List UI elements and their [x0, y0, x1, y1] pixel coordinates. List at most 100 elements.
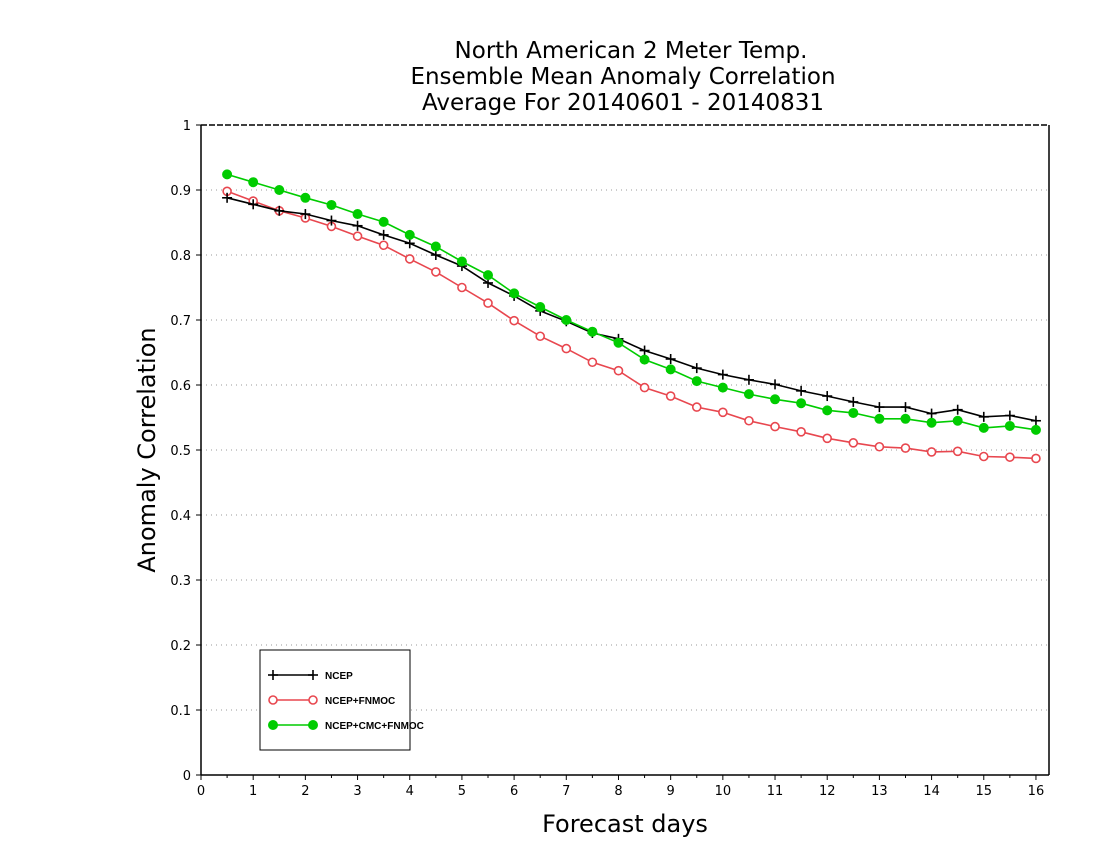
data-point: [691, 402, 702, 412]
data-point: [848, 396, 859, 407]
data-point: [770, 379, 781, 390]
data-point: [587, 357, 598, 368]
x-tick-label: 8: [614, 784, 622, 799]
y-tick-label: 1: [183, 119, 191, 134]
data-point: [1004, 420, 1015, 431]
data-point: [561, 343, 572, 354]
legend-marker: [268, 720, 278, 730]
data-point: [404, 238, 415, 249]
data-point: [874, 441, 885, 452]
x-tick-label: 13: [871, 784, 888, 799]
data-point: [770, 394, 781, 405]
series-line: [226, 197, 1037, 422]
data-point: [665, 391, 676, 401]
y-tick-label: 0.9: [170, 184, 191, 199]
data-point: [717, 369, 728, 380]
data-point: [430, 250, 441, 260]
data-point: [352, 220, 363, 231]
data-point: [248, 199, 259, 210]
legend-marker: [268, 670, 278, 680]
data-point: [613, 337, 624, 348]
data-point: [457, 282, 467, 293]
data-point: [796, 426, 806, 437]
x-tick-label: 11: [767, 784, 784, 799]
data-point: [535, 331, 546, 342]
y-tick-label: 0.3: [170, 574, 191, 589]
data-point: [1030, 415, 1041, 426]
x-tick-label: 12: [819, 784, 836, 799]
data-point: [848, 438, 859, 448]
data-point: [822, 433, 833, 444]
y-axis-label: Anomaly Correlation: [133, 327, 161, 572]
x-tick-label: 7: [562, 784, 570, 799]
data-point: [378, 216, 389, 227]
series-line: [226, 190, 1037, 460]
x-axis-label: Forecast days: [542, 810, 708, 838]
data-point: [822, 391, 833, 402]
legend-label: NCEP: [325, 671, 353, 682]
legend-marker: [268, 695, 278, 705]
y-tick-label: 0.5: [170, 444, 191, 459]
data-point: [274, 205, 285, 216]
data-point: [978, 422, 989, 433]
data-point: [952, 446, 963, 457]
data-point: [1030, 424, 1041, 435]
data-point: [900, 402, 911, 413]
legend-marker: [308, 695, 318, 705]
series-ncep-fnmoc: [222, 186, 1041, 464]
y-tick-label: 0.4: [170, 509, 191, 524]
data-point: [274, 185, 285, 195]
data-point: [900, 443, 911, 453]
data-point: [796, 398, 807, 409]
data-point: [718, 407, 728, 418]
data-point: [509, 315, 519, 326]
legend: NCEP NCEP+FNMOC NCEP+CMC+FNMOC: [259, 649, 424, 751]
data-point: [978, 411, 989, 422]
data-point: [952, 404, 963, 415]
data-point: [300, 192, 311, 203]
data-point: [430, 241, 441, 252]
data-point: [639, 345, 650, 356]
data-point: [743, 389, 754, 400]
data-point: [1004, 410, 1015, 421]
data-point: [926, 408, 937, 419]
x-tick-label: 6: [510, 784, 518, 799]
y-tick-label: 0.6: [170, 379, 191, 394]
y-tick-label: 0.7: [170, 314, 191, 329]
data-point: [874, 402, 885, 413]
data-point: [352, 209, 363, 220]
y-tick-label: 0.2: [170, 639, 191, 654]
y-tick-label: 0: [183, 769, 191, 784]
legend-marker: [308, 720, 318, 730]
data-point: [561, 315, 572, 325]
data-point: [717, 382, 728, 393]
data-point: [691, 376, 702, 387]
x-tick-label: 5: [458, 784, 466, 799]
x-tick-label: 10: [715, 784, 732, 799]
data-point: [404, 254, 415, 264]
data-point: [222, 192, 233, 203]
x-tick-label: 15: [975, 784, 992, 799]
data-point: [483, 270, 494, 281]
data-point: [874, 413, 885, 424]
data-point: [900, 413, 911, 424]
y-tick-label: 0.1: [170, 704, 191, 719]
title-line-2: Ensemble Mean Anomaly Correlation: [410, 64, 835, 90]
data-point: [639, 354, 650, 365]
data-point: [796, 385, 807, 396]
data-point: [378, 229, 389, 240]
legend-marker: [308, 670, 318, 680]
data-point: [639, 382, 650, 393]
series-layer: [222, 169, 1041, 464]
data-point: [691, 363, 702, 374]
data-point: [1031, 453, 1041, 464]
x-tick-label: 0: [197, 784, 205, 799]
y-tick-label: 0.8: [170, 249, 191, 264]
chart-title: North American 2 Meter Temp. Ensemble Me…: [410, 38, 835, 116]
series-ncep-cmc-fnmoc: [222, 169, 1041, 435]
data-point: [326, 199, 337, 210]
data-point: [587, 326, 598, 337]
x-tick-label: 1: [249, 784, 257, 799]
data-point: [404, 229, 415, 240]
